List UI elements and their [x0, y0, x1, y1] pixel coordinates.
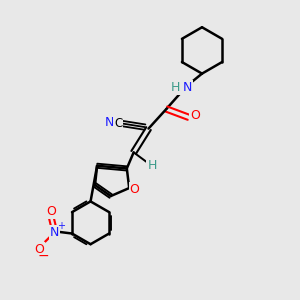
Text: O: O — [190, 109, 200, 122]
Text: H: H — [171, 81, 181, 94]
Text: O: O — [130, 183, 140, 196]
Text: O: O — [34, 243, 44, 256]
Text: C: C — [114, 117, 122, 130]
Text: O: O — [46, 205, 56, 218]
Text: H: H — [147, 159, 157, 172]
Text: N: N — [104, 116, 114, 129]
Text: −: − — [38, 249, 50, 263]
Text: N: N — [50, 226, 59, 238]
Text: +: + — [57, 221, 65, 231]
Text: N: N — [183, 81, 192, 94]
